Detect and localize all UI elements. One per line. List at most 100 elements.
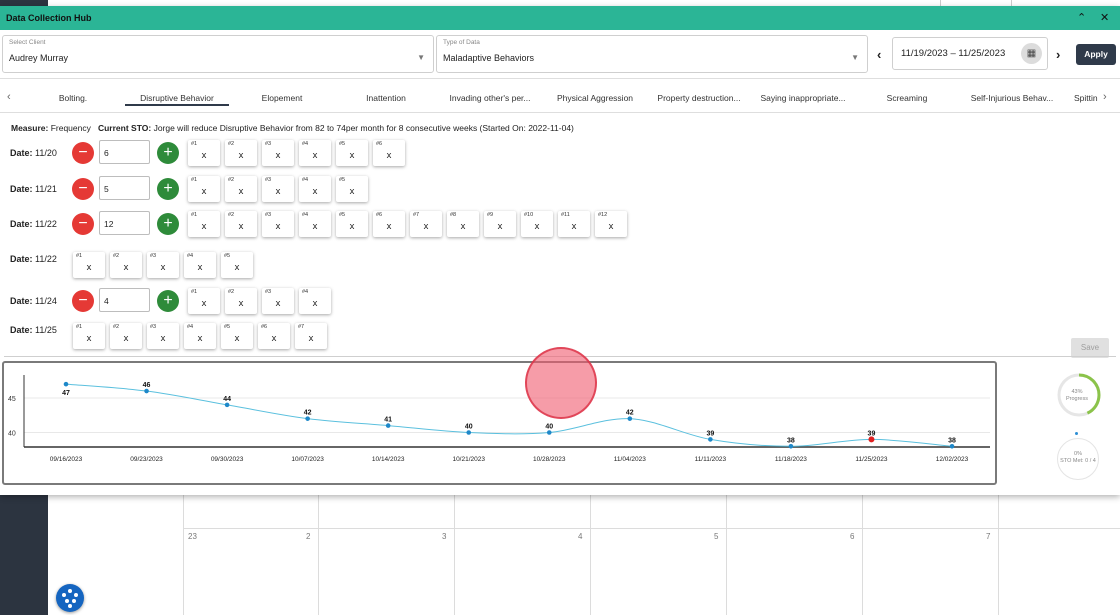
tab-saying-inappropriate[interactable]: Saying inappropriate... — [760, 93, 846, 103]
increment-button[interactable]: + — [157, 213, 179, 235]
occurrence-chip[interactable]: #12 x — [595, 211, 627, 237]
tab-spitting[interactable]: Spittin — [1074, 93, 1098, 103]
decrement-button[interactable]: − — [72, 142, 94, 164]
remove-occurrence-mark: x — [534, 221, 540, 232]
apply-button[interactable]: Apply — [1076, 44, 1116, 65]
tab-bolting[interactable]: Bolting. — [58, 93, 88, 103]
decrement-button[interactable]: − — [72, 290, 94, 312]
occurrence-chip[interactable]: #6 x — [373, 140, 405, 166]
occurrence-chip[interactable]: #3 x — [147, 323, 179, 349]
tab-physical-aggression[interactable]: Physical Aggression — [556, 93, 634, 103]
y-tick-label: 40 — [8, 430, 16, 437]
remove-occurrence-mark: x — [312, 186, 318, 197]
occurrence-chip[interactable]: #2 x — [225, 176, 257, 202]
tab-disruptive-behavior[interactable]: Disruptive Behavior — [140, 93, 214, 103]
occurrence-chip[interactable]: #5 x — [336, 176, 368, 202]
occurrence-chip[interactable]: #6 x — [258, 323, 290, 349]
increment-button[interactable]: + — [157, 290, 179, 312]
next-week-icon[interactable]: › — [1056, 47, 1061, 62]
occurrence-chip[interactable]: #4 x — [299, 288, 331, 314]
occurrence-number: #1 — [191, 212, 198, 218]
occurrence-chip[interactable]: #6 x — [373, 211, 405, 237]
fab-dot-icon — [65, 599, 69, 603]
remove-occurrence-mark: x — [123, 262, 129, 273]
occurrence-chip[interactable]: #2 x — [225, 211, 257, 237]
occurrence-chip[interactable]: #1 x — [188, 140, 220, 166]
occurrence-chip[interactable]: #5 x — [221, 323, 253, 349]
occurrence-chip[interactable]: #4 x — [299, 211, 331, 237]
count-input[interactable]: 12 — [99, 211, 150, 235]
occurrence-chip[interactable]: #7 x — [295, 323, 327, 349]
occurrence-number: #5 — [224, 324, 231, 330]
tab-screaming[interactable]: Screaming — [886, 93, 928, 103]
occurrence-chip[interactable]: #3 x — [262, 176, 294, 202]
occurrence-chip[interactable]: #10 x — [521, 211, 553, 237]
tab-self-injurious[interactable]: Self-Injurious Behav... — [970, 93, 1054, 103]
occurrence-chip[interactable]: #11 x — [558, 211, 590, 237]
tabs-scroll-left-icon[interactable]: ‹ — [7, 91, 11, 103]
data-type-select[interactable]: Type of Data Maladaptive Behaviors ▼ — [436, 35, 868, 73]
decrement-button[interactable]: − — [72, 178, 94, 200]
count-input[interactable]: 5 — [99, 176, 150, 200]
count-input[interactable]: 6 — [99, 140, 150, 164]
occurrence-chip[interactable]: #5 x — [336, 140, 368, 166]
occurrence-chip[interactable]: #1 x — [188, 288, 220, 314]
occurrence-chip[interactable]: #2 x — [110, 323, 142, 349]
chevron-up-icon[interactable]: ⌃ — [1077, 12, 1087, 24]
occurrence-number: #3 — [265, 177, 272, 183]
occurrence-chip[interactable]: #4 x — [184, 252, 216, 278]
calendar-day-number[interactable]: 4 — [578, 532, 583, 541]
calendar-day-number[interactable]: 5 — [714, 532, 719, 541]
occurrence-chip[interactable]: #3 x — [262, 211, 294, 237]
occurrence-chip[interactable]: #8 x — [447, 211, 479, 237]
occurrence-chip[interactable]: #5 x — [221, 252, 253, 278]
close-icon[interactable]: ✕ — [1100, 12, 1110, 24]
calendar-day-number[interactable]: 3 — [442, 532, 447, 541]
occurrence-chip[interactable]: #1 x — [73, 252, 105, 278]
occurrence-number: #1 — [76, 253, 83, 259]
tab-elopement[interactable]: Elopement — [261, 93, 303, 103]
calendar-column-divider — [454, 495, 455, 615]
decrement-button[interactable]: − — [72, 213, 94, 235]
calendar-day-number[interactable]: 2 — [306, 532, 311, 541]
occurrence-chip[interactable]: #2 x — [225, 140, 257, 166]
tab-invading[interactable]: Invading other's per... — [449, 93, 531, 103]
calendar-day-number[interactable]: 6 — [850, 532, 855, 541]
occurrence-chip[interactable]: #5 x — [336, 211, 368, 237]
increment-button[interactable]: + — [157, 142, 179, 164]
occurrence-chip[interactable]: #1 x — [73, 323, 105, 349]
increment-button[interactable]: + — [157, 178, 179, 200]
tab-property-destruction[interactable]: Property destruction... — [657, 93, 741, 103]
occurrence-chip[interactable]: #1 x — [188, 176, 220, 202]
previous-week-icon[interactable]: ‹ — [877, 47, 882, 62]
occurrence-chip[interactable]: #3 x — [262, 288, 294, 314]
count-input[interactable]: 4 — [99, 288, 150, 312]
entry-date-label: Date: 11/21 — [10, 184, 57, 194]
occurrence-chip[interactable]: #1 x — [188, 211, 220, 237]
tab-inattention[interactable]: Inattention — [366, 93, 406, 103]
accessibility-fab-button[interactable] — [56, 584, 84, 612]
calendar-icon[interactable]: ▦ — [1021, 43, 1042, 64]
occurrence-chip[interactable]: #7 x — [410, 211, 442, 237]
save-button[interactable]: Save — [1071, 338, 1109, 358]
client-select[interactable]: Select Client Audrey Murray ▼ — [2, 35, 434, 73]
occurrence-chip[interactable]: #2 x — [110, 252, 142, 278]
calendar-day-number[interactable]: 23 — [188, 532, 197, 541]
occurrence-chip[interactable]: #4 x — [299, 140, 331, 166]
occurrence-chip[interactable]: #4 x — [184, 323, 216, 349]
occurrence-chip[interactable]: #3 x — [262, 140, 294, 166]
x-tick-label: 11/11/2023 — [695, 456, 727, 463]
date-prefix: Date: — [10, 148, 33, 158]
date-prefix: Date: — [10, 296, 33, 306]
calendar-day-number[interactable]: 7 — [986, 532, 991, 541]
entry-date: 11/21 — [35, 184, 57, 194]
occurrence-chip[interactable]: #3 x — [147, 252, 179, 278]
remove-occurrence-mark: x — [234, 262, 240, 273]
occurrence-chip[interactable]: #2 x — [225, 288, 257, 314]
occurrence-chip[interactable]: #4 x — [299, 176, 331, 202]
tabs-scroll-right-icon[interactable]: › — [1103, 91, 1107, 103]
date-range-field[interactable]: 11/19/2023 – 11/25/2023 ▦ — [892, 37, 1048, 70]
occurrence-chip[interactable]: #9 x — [484, 211, 516, 237]
entry-date: 11/22 — [35, 219, 57, 229]
occurrence-number: #6 — [376, 141, 383, 147]
